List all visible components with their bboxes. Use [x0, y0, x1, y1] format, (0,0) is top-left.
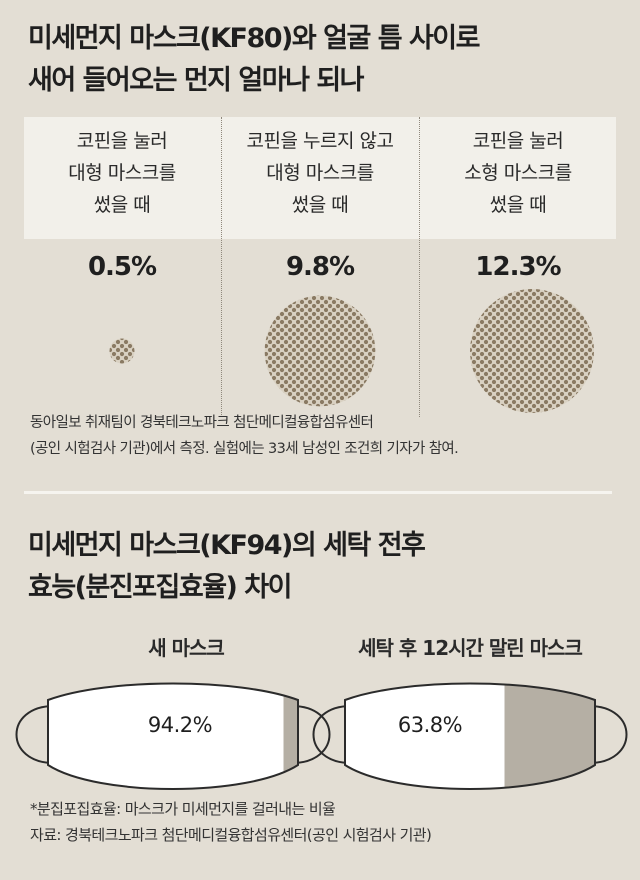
- column-label-2-line-3: 썼을 때: [291, 194, 349, 216]
- note-line-1: 동아일보 취재팀이 경북테크노파크 첨단메디컬융합섬유센터: [30, 415, 374, 431]
- column-divider-1: [221, 117, 222, 417]
- title-line-2: 새어 들어오는 먼지 얼마나 되나: [28, 65, 365, 96]
- section-divider: [24, 491, 612, 494]
- mask-value-washed: 63.8%: [397, 713, 463, 737]
- mask-1-right-ear-loop: [291, 705, 331, 764]
- value-label-1: 0.5%: [87, 252, 157, 282]
- mask-label-new: 새 마스크: [148, 636, 225, 660]
- column-label-3-line-3: 썼을 때: [489, 194, 547, 216]
- column-label-3: 코핀을 눌러 소형 마스크를 썼을 때: [420, 125, 616, 221]
- leak-bubble-2: [264, 295, 376, 407]
- column-label-1: 코핀을 눌러 대형 마스크를 썼을 때: [24, 125, 220, 221]
- leak-bubble-3: [470, 289, 594, 413]
- title2-line-2: 효능(분진포집효율) 차이: [28, 572, 292, 603]
- mask-1: [15, 682, 331, 790]
- column-label-1-line-3: 썼을 때: [93, 194, 151, 216]
- chart-title-efficiency: 미세먼지 마스크(KF94)의 세탁 전후 효능(분진포집효율) 차이: [28, 525, 618, 609]
- mask-2-outline: [344, 682, 596, 790]
- mask-2-unfiltered-share: [504, 683, 595, 789]
- value-label-3: 12.3%: [475, 252, 561, 282]
- note-line-2: (공인 시험검사 기관)에서 측정. 실험에는 33세 남성인 조건희 기자가 …: [30, 441, 459, 457]
- value-label-2: 9.8%: [285, 252, 355, 282]
- title-line-1: 미세먼지 마스크(KF80)와 얼굴 틈 사이로: [28, 23, 480, 54]
- column-label-3-line-2: 소형 마스크를: [464, 162, 572, 184]
- column-header-band: [24, 117, 616, 239]
- column-label-1-line-2: 대형 마스크를: [68, 162, 176, 184]
- mask-1-unfiltered-share: [283, 683, 298, 789]
- column-label-2-line-1: 코핀을 누르지 않고: [246, 130, 394, 152]
- title2-line-1: 미세먼지 마스크(KF94)의 세탁 전후: [28, 530, 426, 561]
- footnote-definition: *분집포집효율: 마스크가 미세먼지를 걸러내는 비율: [30, 800, 336, 818]
- mask-label-washed: 세탁 후 12시간 말린 마스크: [358, 636, 583, 660]
- chart-title-leak: 미세먼지 마스크(KF80)와 얼굴 틈 사이로 새어 들어오는 먼지 얼마나 …: [28, 18, 618, 102]
- mask-value-new: 94.2%: [147, 713, 213, 737]
- footnote: *분집포집효율: 마스크가 미세먼지를 걸러내는 비율 자료: 경북테크노파크 …: [30, 796, 620, 848]
- measurement-note: 동아일보 취재팀이 경북테크노파크 첨단메디컬융합섬유센터 (공인 시험검사 기…: [30, 410, 620, 462]
- mask-2-left-ear-loop: [312, 705, 352, 764]
- mask-2: [312, 682, 628, 790]
- column-label-2-line-2: 대형 마스크를: [266, 162, 374, 184]
- column-label-3-line-1: 코핀을 눌러: [472, 130, 564, 152]
- footnote-source: 자료: 경북테크노파크 첨단메디컬융합섬유센터(공인 시험검사 기관): [30, 826, 432, 844]
- mask-2-right-ear-loop: [588, 705, 628, 764]
- leak-bubble-1: [109, 338, 135, 364]
- column-divider-2: [419, 117, 420, 417]
- mask-1-left-ear-loop: [15, 705, 55, 764]
- mask-1-outline: [47, 682, 299, 790]
- mask-1-body: [48, 683, 298, 789]
- column-label-1-line-1: 코핀을 눌러: [76, 130, 168, 152]
- column-label-2: 코핀을 누르지 않고 대형 마스크를 썼을 때: [222, 125, 418, 221]
